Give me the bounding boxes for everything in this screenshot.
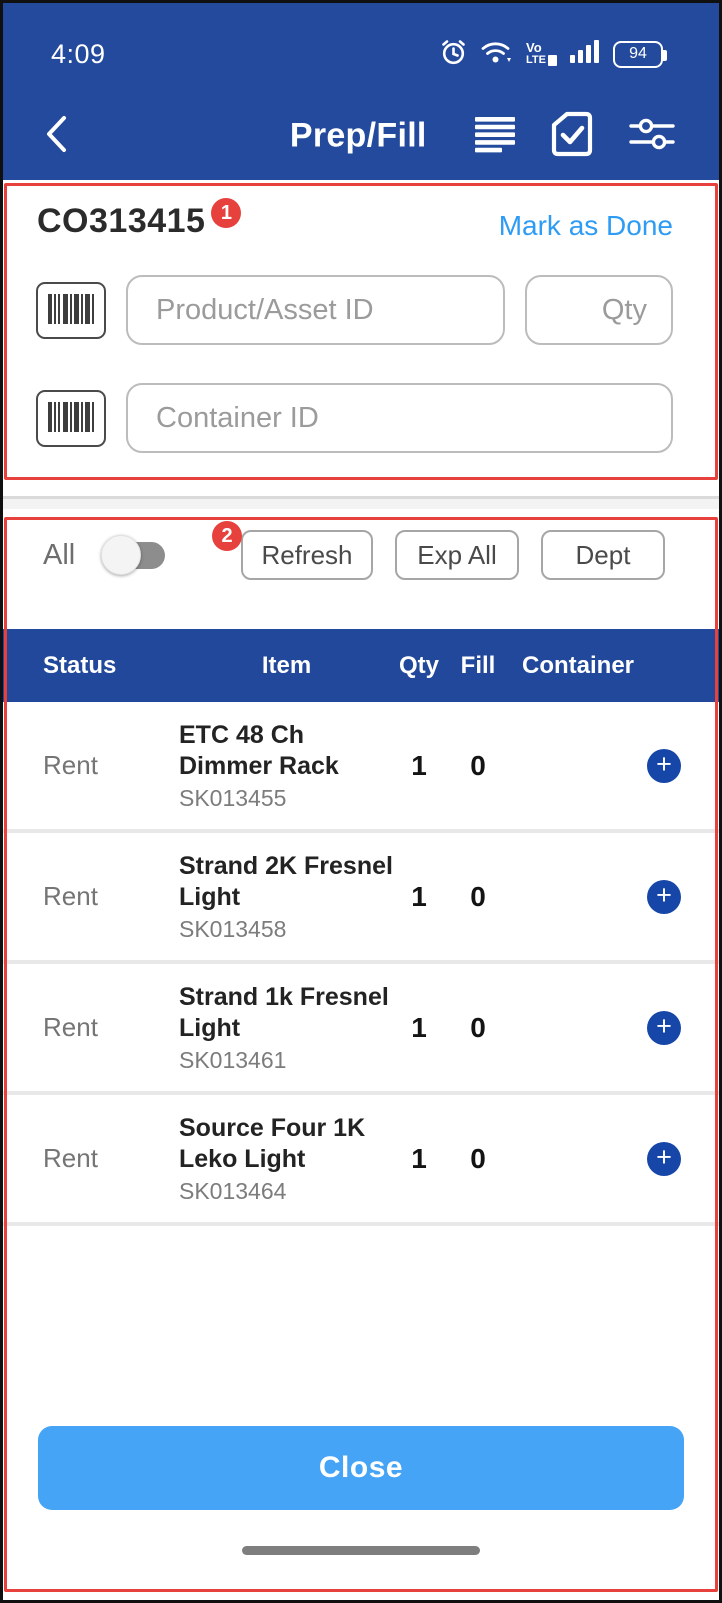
item-sku: SK013458: [179, 915, 287, 942]
row-item: Strand 1k Fresnel Light SK013461: [179, 982, 394, 1074]
nav-actions: [475, 110, 675, 161]
add-to-container-button[interactable]: +: [647, 748, 681, 783]
container-scan-row: [36, 383, 673, 453]
row-fill: 0: [470, 749, 486, 781]
row-item: ETC 48 Ch Dimmer Rack SK013455: [179, 720, 394, 812]
document-check-icon: [551, 110, 593, 161]
app-bar: 4:09 Vo LTE 94: [3, 3, 719, 180]
wifi-icon: [480, 39, 513, 70]
all-toggle-label: All: [43, 538, 76, 571]
item-name: Source Four 1K Leko Light: [179, 1113, 366, 1173]
battery-percent: 94: [629, 45, 647, 62]
row-qty: 1: [411, 880, 427, 912]
barcode-scan-icon: [48, 293, 94, 327]
list-view-button[interactable]: [475, 115, 515, 156]
filter-settings-button[interactable]: [629, 115, 675, 156]
toggle-knob: [101, 535, 142, 575]
row-container-cell: +: [512, 1010, 693, 1045]
plus-icon: +: [656, 749, 672, 779]
plus-icon: +: [656, 1142, 672, 1172]
table-row: Rent Strand 1k Fresnel Light SK013461 1 …: [3, 964, 719, 1095]
status-bar: 4:09 Vo LTE 94: [3, 3, 719, 91]
annotation-badge-1: 1: [211, 198, 242, 228]
page-title: Prep/Fill: [289, 116, 427, 154]
expand-all-button[interactable]: Exp All: [395, 530, 519, 580]
item-name: Strand 1k Fresnel Light: [179, 982, 389, 1042]
row-status: Rent: [43, 1143, 98, 1173]
filter-row: All Refresh Exp All Dept: [43, 530, 665, 580]
container-id-input[interactable]: [126, 383, 673, 453]
row-qty: 1: [411, 1142, 427, 1174]
back-chevron-icon: [43, 114, 69, 157]
column-header-fill: Fill: [460, 651, 496, 679]
nav-bar: Prep/Fill: [3, 91, 719, 180]
task-check-button[interactable]: [551, 110, 593, 161]
clock-time: 4:09: [51, 38, 106, 69]
container-barcode-scan-button[interactable]: [36, 389, 106, 447]
item-name: Strand 2K Fresnel Light: [179, 851, 393, 911]
table-row: Rent Source Four 1K Leko Light SK013464 …: [3, 1095, 719, 1226]
product-scan-row: [36, 275, 673, 345]
row-qty: 1: [411, 1011, 427, 1043]
item-sku: SK013461: [179, 1046, 287, 1073]
table-row: Rent ETC 48 Ch Dimmer Rack SK013455 1 0 …: [3, 702, 719, 833]
barcode-scan-icon: [48, 401, 94, 435]
section-divider: [3, 496, 719, 509]
order-header: CO313415 1 Mark as Done: [37, 198, 673, 242]
row-fill: 0: [470, 880, 486, 912]
sliders-icon: [629, 115, 675, 156]
row-container-cell: +: [512, 879, 693, 914]
plus-icon: +: [656, 1011, 672, 1041]
row-item: Source Four 1K Leko Light SK013464: [179, 1113, 394, 1205]
item-sku: SK013464: [179, 1177, 287, 1204]
annotation-badge-2: 2: [212, 521, 242, 551]
battery-icon: 94: [613, 40, 667, 68]
dept-button[interactable]: Dept: [541, 530, 665, 580]
alarm-icon: [440, 38, 467, 71]
order-id: CO313415: [37, 202, 206, 240]
row-container-cell: +: [512, 748, 693, 783]
add-to-container-button[interactable]: +: [647, 1141, 681, 1176]
row-status: Rent: [43, 750, 98, 780]
home-indicator[interactable]: [242, 1546, 480, 1555]
back-button[interactable]: [43, 114, 69, 157]
column-header-container: Container: [522, 651, 635, 679]
row-container-cell: +: [512, 1141, 693, 1176]
qty-input[interactable]: [525, 275, 673, 345]
table-row: Rent Strand 2K Fresnel Light SK013458 1 …: [3, 833, 719, 964]
row-status: Rent: [43, 881, 98, 911]
add-to-container-button[interactable]: +: [647, 1010, 681, 1045]
add-to-container-button[interactable]: +: [647, 879, 681, 914]
column-header-item: Item: [261, 651, 312, 679]
row-status: Rent: [43, 1012, 98, 1042]
plus-icon: +: [656, 880, 672, 910]
column-header-status: Status: [43, 651, 117, 679]
close-button[interactable]: Close: [38, 1426, 684, 1510]
product-barcode-scan-button[interactable]: [36, 281, 106, 339]
column-header-qty: Qty: [398, 651, 439, 679]
section-gap: [3, 453, 719, 496]
volte-indicator: Vo LTE: [526, 41, 557, 66]
filter-buttons: Refresh Exp All Dept: [241, 530, 665, 580]
item-sku: SK013455: [179, 784, 287, 811]
status-icons: Vo LTE 94: [440, 38, 667, 71]
row-fill: 0: [470, 1142, 486, 1174]
table-header: Status Item Qty Fill Container: [3, 629, 719, 702]
list-lines-icon: [475, 115, 515, 156]
mark-as-done-link[interactable]: Mark as Done: [498, 210, 673, 241]
signal-bars-icon: [570, 39, 600, 69]
refresh-button[interactable]: Refresh: [241, 530, 373, 580]
product-asset-id-input[interactable]: [126, 275, 505, 345]
volte-hd-icon: [548, 54, 557, 66]
row-item: Strand 2K Fresnel Light SK013458: [179, 851, 394, 943]
item-name: ETC 48 Ch Dimmer Rack: [179, 720, 339, 780]
row-qty: 1: [411, 749, 427, 781]
row-fill: 0: [470, 1011, 486, 1043]
all-toggle[interactable]: [101, 535, 166, 575]
